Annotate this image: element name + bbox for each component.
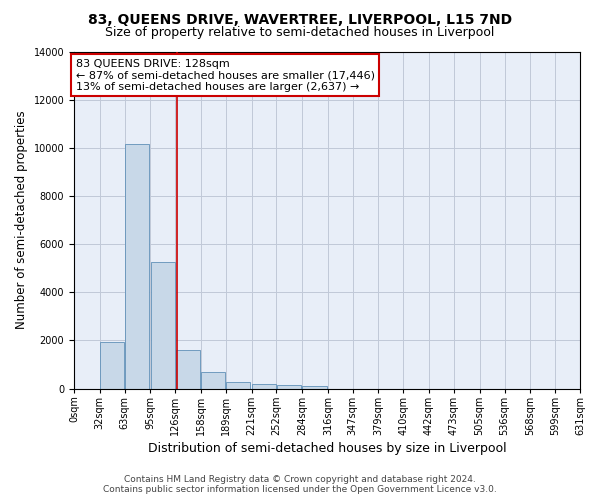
- Bar: [176, 350, 200, 389]
- Bar: [151, 262, 175, 388]
- Y-axis label: Number of semi-detached properties: Number of semi-detached properties: [15, 110, 28, 330]
- X-axis label: Distribution of semi-detached houses by size in Liverpool: Distribution of semi-detached houses by …: [148, 442, 506, 455]
- Bar: [302, 386, 326, 388]
- Text: 83, QUEENS DRIVE, WAVERTREE, LIVERPOOL, L15 7ND: 83, QUEENS DRIVE, WAVERTREE, LIVERPOOL, …: [88, 12, 512, 26]
- Text: Contains HM Land Registry data © Crown copyright and database right 2024.
Contai: Contains HM Land Registry data © Crown c…: [103, 474, 497, 494]
- Text: 83 QUEENS DRIVE: 128sqm
← 87% of semi-detached houses are smaller (17,446)
13% o: 83 QUEENS DRIVE: 128sqm ← 87% of semi-de…: [76, 58, 374, 92]
- Bar: [252, 384, 276, 388]
- Bar: [226, 382, 250, 388]
- Bar: [125, 144, 149, 388]
- Bar: [201, 372, 226, 388]
- Text: Size of property relative to semi-detached houses in Liverpool: Size of property relative to semi-detach…: [106, 26, 494, 39]
- Bar: [277, 386, 301, 388]
- Bar: [100, 342, 124, 388]
